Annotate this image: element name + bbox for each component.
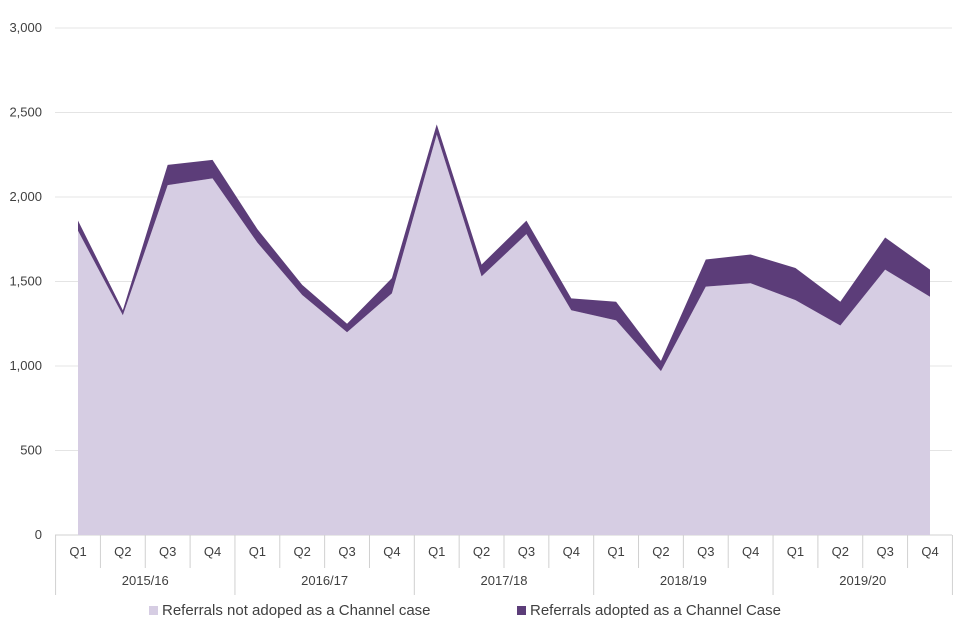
x-tick-label: Q1 <box>607 544 624 559</box>
x-tick-label: Q3 <box>159 544 176 559</box>
legend-label-not-adopted: Referrals not adoped as a Channel case <box>162 602 431 619</box>
x-group-label: 2015/16 <box>122 573 169 588</box>
x-group-label: 2019/20 <box>839 573 886 588</box>
x-tick-label: Q4 <box>742 544 759 559</box>
x-group-label: 2017/18 <box>481 573 528 588</box>
y-tick-label: 3,000 <box>9 20 42 35</box>
x-tick-label: Q1 <box>69 544 86 559</box>
y-tick-label: 500 <box>20 443 42 458</box>
x-tick-label: Q4 <box>921 544 938 559</box>
x-axis: Q1 Q2 Q3 Q4 Q1 Q2 Q3 Q4 Q1 Q2 Q3 Q4 Q1 Q2 Q3 Q4 Q1 Q2 Q3 Q4… <box>55 535 953 595</box>
x-tick-label: Q4 <box>383 544 400 559</box>
x-tick-label: Q1 <box>249 544 266 559</box>
x-tick-label: Q1 <box>428 544 445 559</box>
area-series-adopted <box>78 124 930 372</box>
legend: Referrals not adoped as a Channel case R… <box>149 602 781 619</box>
x-tick-label: Q2 <box>652 544 669 559</box>
x-tick-label: Q2 <box>114 544 131 559</box>
x-tick-label: Q2 <box>832 544 849 559</box>
x-tick-label: Q1 <box>787 544 804 559</box>
y-tick-label: 1,500 <box>9 274 42 289</box>
x-group-label: 2018/19 <box>660 573 707 588</box>
x-tick-label: Q3 <box>518 544 535 559</box>
x-tick-label: Q4 <box>204 544 221 559</box>
y-tick-label: 0 <box>35 527 42 542</box>
x-tick-label: Q3 <box>876 544 893 559</box>
y-axis: 0 500 1,000 1,500 2,000 2,500 3,000 <box>9 20 42 542</box>
x-tick-label: Q3 <box>338 544 355 559</box>
legend-swatch-not-adopted <box>149 606 158 615</box>
x-group-label: 2016/17 <box>301 573 348 588</box>
y-tick-label: 2,500 <box>9 105 42 120</box>
x-tick-label: Q2 <box>473 544 490 559</box>
x-tick-label: Q4 <box>563 544 580 559</box>
plot-areas <box>78 124 930 535</box>
y-tick-label: 1,000 <box>9 358 42 373</box>
y-tick-label: 2,000 <box>9 189 42 204</box>
x-tick-label: Q2 <box>294 544 311 559</box>
legend-swatch-adopted <box>517 606 526 615</box>
area-series-not-adopted <box>78 134 930 535</box>
x-tick-label: Q3 <box>697 544 714 559</box>
legend-label-adopted: Referrals adopted as a Channel Case <box>530 602 781 619</box>
